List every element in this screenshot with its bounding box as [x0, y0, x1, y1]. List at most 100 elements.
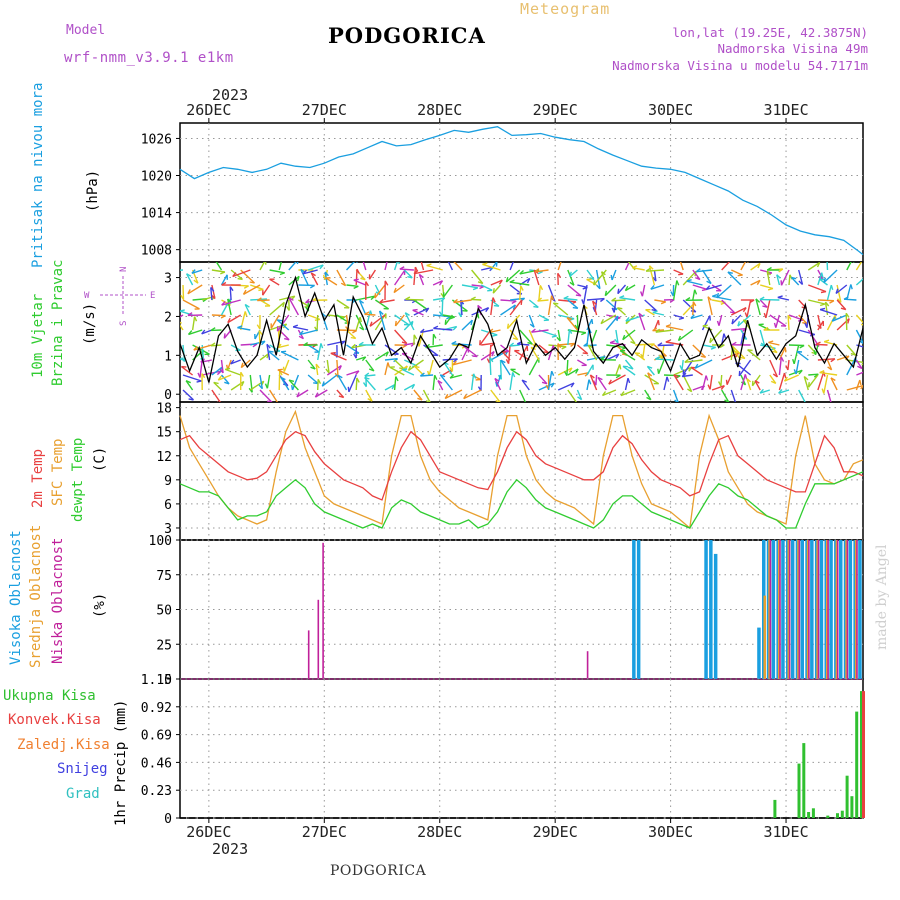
wind-barb-head — [439, 311, 443, 317]
wind-barb — [276, 314, 290, 332]
wind-barb — [768, 341, 780, 346]
wind-barb-head — [820, 290, 827, 294]
wind-barb — [453, 299, 472, 304]
wind-barb — [855, 314, 863, 324]
compass-e: E — [150, 291, 155, 301]
mid-cloud-bar — [768, 540, 771, 679]
wind-barb — [393, 262, 398, 271]
wind-barb-head — [819, 307, 826, 311]
wind-barb-head — [196, 380, 202, 383]
mid-cloud-bar — [854, 540, 858, 679]
wind-barb — [645, 309, 655, 316]
wind-barb-head — [509, 342, 515, 347]
wind-barb-head — [477, 304, 483, 310]
wind-barb-head — [444, 393, 449, 399]
wind-barb — [644, 389, 652, 401]
wind-barb — [490, 297, 494, 316]
wind-barb-head — [616, 315, 619, 322]
wind-barb-head — [816, 262, 821, 268]
wind-barb-head — [288, 297, 294, 301]
wind-barb — [692, 385, 705, 391]
wind-barb — [595, 374, 598, 386]
wind-barb-head — [221, 281, 227, 286]
wind-barb — [778, 389, 790, 394]
wind-barb — [413, 267, 417, 286]
wind-barb-head — [193, 345, 198, 351]
wind-barb-head — [776, 274, 781, 279]
temperature-panel: 3 6 9 12 15 18 — [156, 402, 864, 537]
wind-barb — [432, 280, 443, 286]
wind-barb-head — [799, 344, 805, 349]
wind-barb-head — [657, 342, 663, 347]
wind-barb — [558, 299, 577, 303]
wind-barb-head — [742, 307, 747, 313]
wind-barb — [759, 299, 768, 308]
wind-barb — [647, 372, 656, 391]
wind-barb-head — [244, 311, 248, 317]
wind-barb-head — [850, 352, 856, 356]
wind-barb-head — [509, 279, 515, 283]
wind-barb-head — [701, 288, 707, 292]
wind-barb-head — [419, 253, 423, 257]
wind-barb — [461, 319, 473, 331]
day-label-bottom: 28DEC — [417, 823, 462, 841]
total-precip-bar — [797, 763, 801, 818]
wind-barb-head — [601, 271, 606, 276]
wind-barb — [726, 374, 732, 385]
wind-barb — [394, 314, 405, 327]
wind-barb-head — [277, 319, 283, 322]
wind-barb-head — [647, 365, 653, 369]
wind-barb-head — [609, 340, 615, 344]
wind-barb — [563, 297, 578, 301]
wind-barb — [449, 374, 463, 379]
wind-barb-head — [630, 341, 636, 345]
wind-barb — [182, 299, 200, 310]
wind-barb-head — [813, 373, 819, 378]
wind-barb-head — [526, 278, 531, 284]
wind-barb — [758, 323, 771, 331]
wind-barb — [591, 329, 598, 343]
wind-barb-head — [521, 379, 527, 383]
wind-barb-head — [210, 327, 216, 331]
wind-barb — [787, 359, 790, 371]
total-precip-bar — [773, 799, 777, 818]
wind-barb — [420, 329, 434, 334]
wind-barb — [444, 389, 463, 400]
wind-barb-head — [240, 362, 244, 368]
wind-barb — [227, 298, 232, 316]
low-cloud-bar — [788, 540, 791, 679]
wind-barb — [738, 359, 752, 377]
wind-barb-head — [197, 372, 201, 378]
wind-barb-head — [652, 310, 658, 314]
y-tick-label: 1 — [164, 349, 172, 364]
low-cloud-bar — [798, 540, 801, 679]
wind-barb — [393, 376, 397, 391]
wind-barb — [490, 389, 501, 402]
wind-barb — [292, 326, 309, 331]
mid-cloud-bar — [763, 595, 766, 679]
wind-barb — [501, 350, 511, 361]
wind-barb-head — [369, 321, 373, 327]
wind-barb-head — [413, 334, 418, 340]
wind-barb — [620, 389, 636, 397]
wind-barb-head — [588, 379, 592, 385]
wind-barb — [355, 356, 366, 361]
wind-barb — [655, 329, 674, 333]
wind-barb — [365, 389, 373, 402]
wind-barb — [442, 284, 453, 298]
wind-barb — [798, 314, 808, 325]
wind-barb — [509, 281, 530, 286]
wind-barb — [375, 351, 389, 361]
mid-cloud-bar — [806, 540, 810, 679]
wind-barb-head — [167, 268, 171, 271]
wind-barb-head — [364, 372, 370, 377]
model-label: Model — [66, 23, 105, 38]
wind-barb-head — [685, 297, 691, 301]
wind-barb — [619, 350, 636, 361]
wind-barb-head — [210, 286, 215, 292]
wind-barb — [807, 262, 821, 271]
wind-barb — [221, 299, 241, 306]
wind-barb-head — [472, 287, 479, 291]
mid-cloud-bar — [777, 540, 781, 679]
